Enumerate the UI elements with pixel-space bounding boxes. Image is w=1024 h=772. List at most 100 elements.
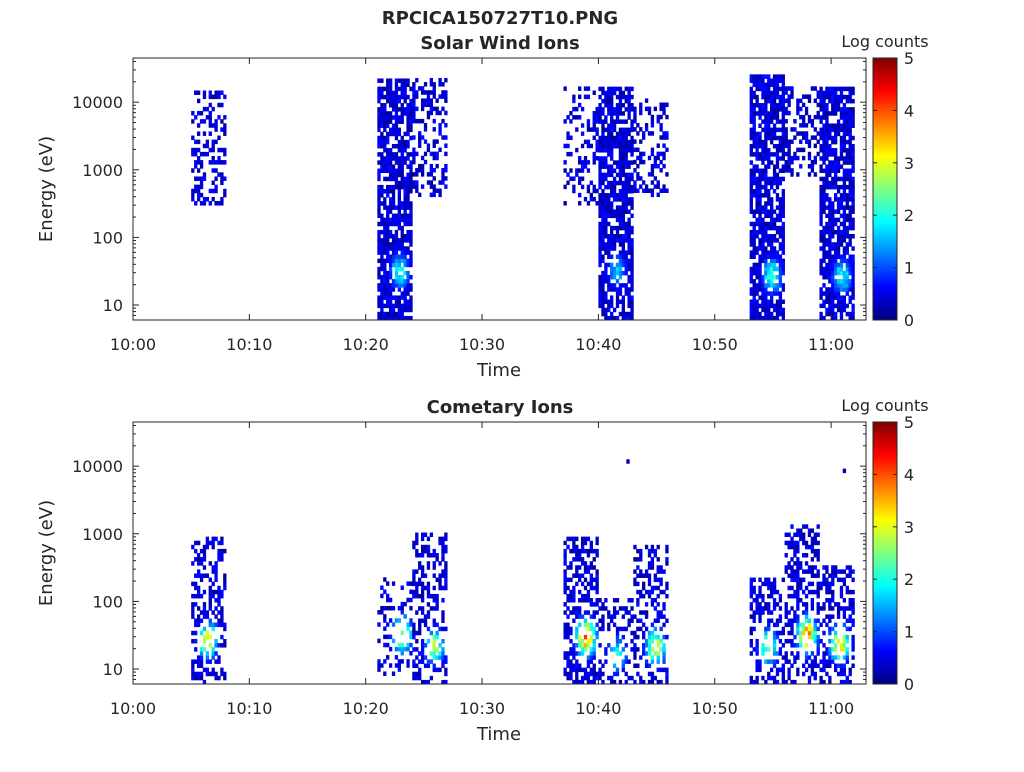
spectrogram-cell	[772, 675, 777, 681]
spectrogram-cell	[595, 581, 599, 587]
spectrogram-cell	[208, 671, 212, 677]
spectrogram-cell	[627, 250, 631, 255]
spectrogram-cell	[822, 131, 826, 137]
spectrogram-cell	[796, 569, 800, 574]
spectrogram-cell	[438, 561, 442, 566]
spectrogram-cell	[202, 610, 207, 615]
spectrogram-cell	[194, 188, 198, 194]
spectrogram-cell	[819, 94, 823, 100]
spectrogram-cell	[610, 143, 614, 149]
spectrogram-cell	[217, 201, 221, 206]
spectrogram-cell	[400, 217, 404, 223]
spectrogram-cell	[799, 634, 803, 640]
spectrogram-cell	[610, 115, 614, 120]
spectrogram-cell	[415, 172, 419, 177]
spectrogram-cell	[767, 225, 771, 231]
spectrogram-cell	[819, 90, 823, 96]
spectrogram-cell	[758, 242, 762, 247]
spectrogram-cell	[409, 295, 413, 300]
spectrogram-cell	[630, 160, 634, 165]
spectrogram-cell	[819, 291, 823, 296]
spectrogram-cell	[758, 107, 762, 112]
spectrogram-cell	[825, 242, 829, 247]
spectrogram-cell	[816, 606, 820, 611]
spectrogram-cell	[214, 651, 218, 656]
spectrogram-cell	[589, 581, 593, 587]
spectrogram-cell	[615, 193, 620, 198]
spectrogram-cell	[836, 160, 841, 165]
spectrogram-cell	[624, 156, 628, 161]
spectrogram-cell	[615, 299, 620, 305]
spectrogram-cell	[621, 238, 625, 243]
spectrogram-cell	[612, 663, 617, 669]
spectrogram-cell	[601, 156, 605, 161]
spectrogram-cell	[796, 598, 800, 603]
spectrogram-cell	[438, 577, 442, 583]
spectrogram-cell	[758, 74, 762, 79]
spectrogram-cell	[831, 217, 835, 223]
spectrogram-cell	[598, 193, 602, 198]
spectrogram-cell	[415, 553, 419, 558]
spectrogram-cell	[851, 602, 855, 607]
spectrogram-cell	[630, 242, 634, 247]
spectrogram-cell	[825, 213, 829, 219]
spectrogram-cell	[831, 135, 835, 141]
spectrogram-cell	[444, 659, 448, 664]
spectrogram-cell	[589, 667, 593, 673]
spectrogram-cell	[755, 143, 759, 149]
spectrogram-cell	[758, 246, 762, 251]
spectrogram-cell	[432, 90, 436, 95]
spectrogram-cell	[199, 192, 204, 198]
spectrogram-cell	[624, 119, 628, 124]
spectrogram-cell	[752, 189, 756, 194]
spectrogram-cell	[394, 160, 399, 165]
spectrogram-cell	[377, 234, 381, 239]
spectrogram-cell	[194, 630, 198, 636]
spectrogram-cell	[819, 585, 823, 591]
spectrogram-cell	[848, 131, 852, 137]
spectrogram-cell	[778, 229, 783, 235]
spectrogram-cell	[784, 127, 788, 132]
x-tick-label: 11:00	[808, 699, 854, 718]
spectrogram-cell	[610, 238, 614, 243]
spectrogram-cell	[578, 573, 582, 578]
spectrogram-cell	[426, 147, 431, 153]
spectrogram-cell	[377, 246, 381, 251]
solar-wind-colorbar	[872, 57, 898, 321]
spectrogram-cell	[380, 605, 384, 611]
spectrogram-cell	[612, 266, 617, 272]
spectrogram-cell	[845, 270, 849, 276]
spectrogram-cell	[772, 585, 777, 591]
spectrogram-cell	[589, 127, 593, 132]
spectrogram-cell	[665, 131, 669, 136]
spectrogram-cell	[612, 315, 617, 321]
spectrogram-cell	[749, 160, 753, 165]
spectrogram-cell	[191, 110, 195, 116]
spectrogram-cell	[764, 246, 768, 251]
spectrogram-cell	[566, 606, 570, 611]
spectrogram-cell	[770, 131, 774, 137]
spectrogram-cell	[836, 209, 841, 214]
spectrogram-cell	[644, 98, 649, 103]
spectrogram-cell	[825, 168, 829, 174]
spectrogram-cell	[569, 536, 573, 542]
spectrogram-cell	[223, 622, 227, 628]
spectrogram-cell	[610, 315, 614, 321]
spectrogram-cell	[807, 94, 812, 99]
spectrogram-cell	[647, 172, 652, 177]
spectrogram-cell	[441, 638, 445, 644]
spectrogram-cell	[842, 86, 847, 92]
spectrogram-cell	[415, 151, 419, 157]
spectrogram-cell	[822, 111, 826, 116]
spectrogram-cell	[758, 176, 762, 182]
spectrogram-cell	[205, 659, 210, 664]
spectrogram-cell	[394, 303, 399, 309]
spectrogram-cell	[615, 111, 620, 116]
spectrogram-cell	[604, 135, 608, 141]
spectrogram-cell	[834, 180, 838, 186]
spectrogram-cell	[842, 577, 847, 583]
spectrogram-cell	[208, 589, 212, 595]
spectrogram-cell	[822, 98, 826, 104]
spectrogram-cell	[217, 115, 221, 120]
spectrogram-cell	[802, 524, 806, 529]
